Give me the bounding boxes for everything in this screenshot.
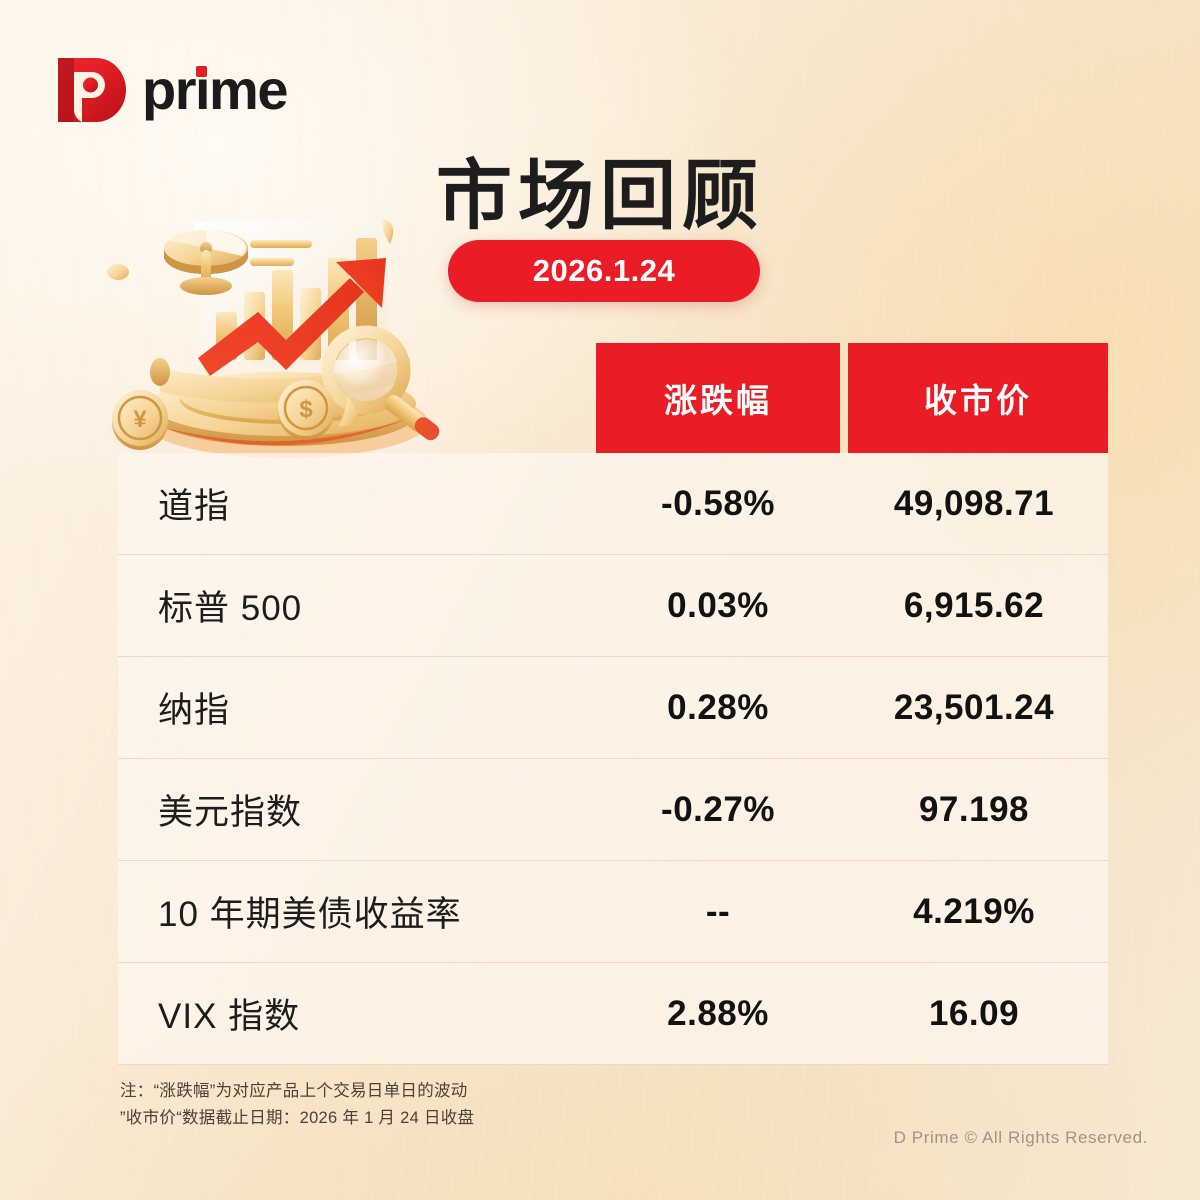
table-row[interactable]: 纳指 0.28% 23,501.24: [118, 657, 1108, 759]
table-row[interactable]: VIX 指数 2.88% 16.09: [118, 963, 1108, 1065]
date-badge: 2026.1.24: [448, 240, 760, 302]
table-row[interactable]: 道指 -0.58% 49,098.71: [118, 453, 1108, 555]
table-row[interactable]: 美元指数 -0.27% 97.198: [118, 759, 1108, 861]
table-row[interactable]: 10 年期美债收益率 -- 4.219%: [118, 861, 1108, 963]
column-header-change: 涨跌幅: [596, 343, 840, 453]
market-summary-table: 涨跌幅 收市价 道指 -0.58% 49,098.71 标普 500 0.03%…: [118, 343, 1108, 1065]
row-change: 0.03%: [667, 585, 769, 625]
row-label: VIX 指数: [158, 997, 301, 1036]
brand-wordmark: prime: [142, 58, 289, 121]
growth-chart-podium-illustration: ¥ $: [98, 200, 468, 472]
svg-text:$: $: [299, 396, 313, 423]
row-close: 16.09: [928, 993, 1020, 1033]
row-close: 97.198: [918, 789, 1030, 829]
copyright-text: D Prime © All Rights Reserved.: [893, 1128, 1148, 1147]
row-label: 10 年期美债收益率: [158, 895, 462, 934]
column-header-close: 收市价: [848, 343, 1108, 453]
row-label: 道指: [158, 487, 231, 526]
row-change: --: [705, 891, 731, 931]
row-change: 2.88%: [667, 993, 769, 1033]
table-header-row: 涨跌幅 收市价: [596, 343, 1108, 453]
row-close: 6,915.62: [903, 585, 1045, 625]
row-label: 纳指: [158, 691, 231, 730]
table-body: 道指 -0.58% 49,098.71 标普 500 0.03% 6,915.6…: [118, 453, 1108, 1065]
row-label: 美元指数: [158, 793, 303, 832]
row-change: 0.28%: [667, 687, 769, 727]
row-close: 23,501.24: [893, 687, 1055, 727]
d-prime-logo-icon: [52, 52, 128, 128]
table-row[interactable]: 标普 500 0.03% 6,915.62: [118, 555, 1108, 657]
page-title: 市场回顾: [436, 154, 764, 239]
row-change: -0.27%: [661, 789, 775, 829]
row-change: -0.58%: [661, 483, 775, 523]
row-close: 4.219%: [913, 891, 1035, 931]
footnote-line-1: 注：“涨跌幅”为对应产品上个交易日单日的波动: [120, 1082, 468, 1100]
footnote-line-2: ”收市价“数据截止日期：2026 年 1 月 24 日收盘: [120, 1109, 475, 1128]
table-footnote: 注：“涨跌幅”为对应产品上个交易日单日的波动 ”收市价“数据截止日期：2026 …: [120, 1078, 474, 1132]
wordmark-accent-dot: [196, 66, 207, 77]
row-label: 标普 500: [158, 589, 303, 628]
brand-logo[interactable]: prime: [52, 52, 289, 128]
svg-text:¥: ¥: [133, 406, 147, 433]
row-close: 49,098.71: [893, 483, 1055, 523]
